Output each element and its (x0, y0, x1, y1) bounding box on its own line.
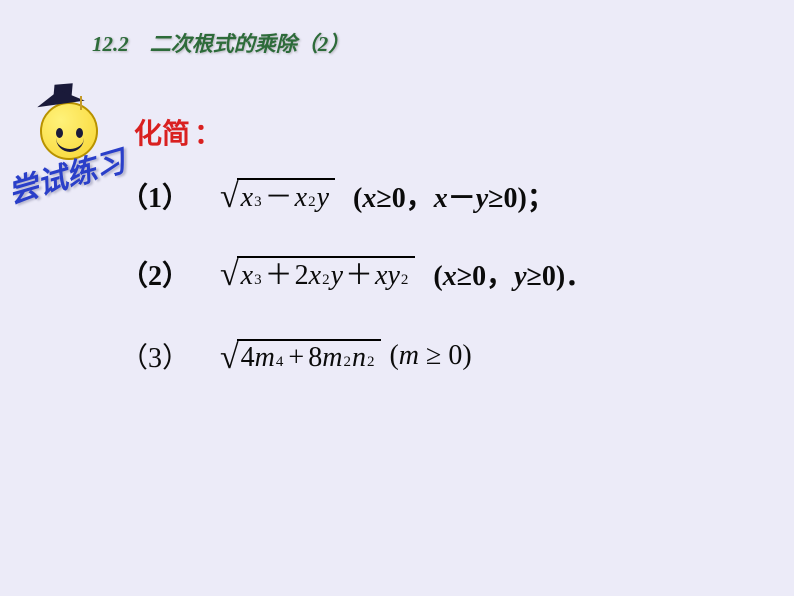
var-x3: x (375, 261, 387, 292)
problem-2-condition: (x≥0，y≥0)． (433, 254, 593, 294)
var-x: x (241, 261, 253, 292)
exp-2: 2 (322, 272, 330, 289)
problem-3-radicand: 4m4+8m2n2 (237, 339, 382, 374)
var-n: n (352, 343, 366, 374)
cond-m: m (399, 340, 419, 371)
var-x: x (241, 183, 253, 214)
sqrt-icon: √ 4m4+8m2n2 (220, 339, 381, 374)
var-m2: m (322, 343, 342, 374)
problem-3-number: （3） (120, 336, 220, 376)
coef-2: 2 (295, 261, 309, 292)
var-y2: y (387, 261, 399, 292)
var-x2: x (295, 183, 307, 214)
problem-2-radicand: x3＋2x2y＋xy2 (237, 256, 416, 292)
coef-8: 8 (308, 343, 322, 374)
exp-4: 4 (276, 354, 284, 371)
minus-op: － (263, 182, 295, 213)
var-y: y (317, 183, 329, 214)
problem-3: （3） √ 4m4+8m2n2 (m ≥ 0) (120, 336, 472, 376)
grad-tassel (80, 96, 82, 110)
radical-symbol: √ (220, 180, 239, 214)
plus-op2: ＋ (343, 260, 375, 291)
problem-1-condition: (x≥0，x－y≥0)； (353, 176, 555, 216)
cond-y: y (514, 261, 526, 292)
exp-3: 3 (254, 272, 262, 289)
problem-1: （1） √ x3－x2y (x≥0，x－y≥0)； (120, 176, 555, 216)
simplify-text: 化简 (134, 119, 190, 150)
var-x2: x (309, 261, 321, 292)
radical-symbol: √ (220, 258, 239, 292)
problem-1-radicand: x3－x2y (237, 178, 335, 214)
cond-x: x (362, 183, 376, 214)
exp-2b: 2 (401, 272, 409, 289)
cond-minus: － (448, 183, 476, 214)
plus-op: ＋ (263, 260, 295, 291)
cond-ge1: ≥0， (457, 261, 514, 292)
problem-3-expression: √ 4m4+8m2n2 (m ≥ 0) (220, 339, 472, 374)
problem-3-condition: (m ≥ 0) (389, 340, 471, 372)
var-y: y (331, 261, 343, 292)
problem-1-number: （1） (120, 176, 220, 216)
plus-op: + (284, 343, 308, 374)
problem-1-expression: √ x3－x2y (220, 178, 335, 214)
sqrt-icon: √ x3－x2y (220, 178, 335, 214)
paren-open: ( (433, 261, 442, 292)
problem-2-expression: √ x3＋2x2y＋xy2 (220, 256, 415, 292)
chapter-title: 12.2 二次根式的乘除（2） (92, 28, 349, 58)
coef-4: 4 (241, 343, 255, 374)
cond-end: ≥0)； (488, 183, 555, 214)
radical-symbol: √ (220, 341, 239, 375)
exp-3: 3 (254, 194, 262, 211)
simplify-colon: ： (194, 119, 222, 150)
sqrt-icon: √ x3＋2x2y＋xy2 (220, 256, 415, 292)
exp-2n: 2 (367, 354, 375, 371)
cond-ge1: ≥0， (376, 183, 433, 214)
cond-ge: ≥ 0) (419, 340, 472, 371)
simplify-heading: 化简： (134, 112, 222, 152)
cond-end: ≥0)． (527, 261, 594, 292)
exp-2: 2 (343, 354, 351, 371)
smiley-eye-left (56, 128, 63, 138)
problem-2-number: （2） (120, 254, 220, 294)
var-m: m (255, 343, 275, 374)
paren-open: ( (389, 340, 398, 371)
practice-icon-block: 尝试练习 (18, 92, 128, 212)
cond-y: y (476, 183, 488, 214)
smiley-eye-right (76, 128, 83, 138)
paren-open: ( (353, 183, 362, 214)
cond-x: x (443, 261, 457, 292)
cond-x2: x (434, 183, 448, 214)
exp-2: 2 (308, 194, 316, 211)
problem-2: （2） √ x3＋2x2y＋xy2 (x≥0，y≥0)． (120, 254, 593, 294)
